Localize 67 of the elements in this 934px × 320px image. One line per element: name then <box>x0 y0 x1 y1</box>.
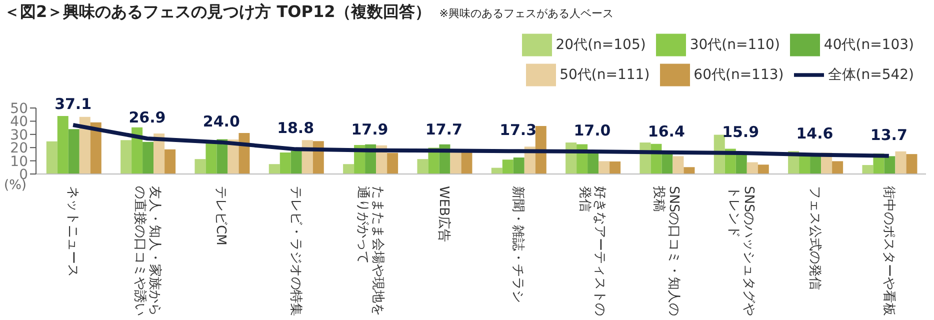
bar <box>387 152 398 174</box>
bar <box>120 140 132 174</box>
bar <box>906 154 918 174</box>
data-label: 26.9 <box>128 108 166 126</box>
x-tick-label: SNSの口コミ・知人の投稿 <box>651 186 682 318</box>
bar <box>79 116 90 174</box>
bar <box>502 160 514 174</box>
bar <box>736 154 747 174</box>
bar <box>132 127 143 174</box>
bar <box>884 156 896 174</box>
bar <box>206 142 217 174</box>
bar <box>684 167 695 174</box>
data-label: 15.9 <box>722 123 760 142</box>
bar <box>450 152 462 174</box>
legend-label: 60代(n=113) <box>694 66 784 83</box>
y-axis-title: (%) <box>4 178 26 193</box>
bar <box>57 116 68 174</box>
y-tick-label: 50 <box>10 100 28 117</box>
bar <box>280 152 291 174</box>
x-tick-label: 街中のポスターや看板 <box>881 186 896 316</box>
bar <box>895 151 906 174</box>
legend-label: 20代(n=105) <box>556 36 646 53</box>
x-tick-label: 好きなアーティストの発信 <box>577 186 608 318</box>
chart-subtitle: ※興味のあるフェスがある人ベース <box>439 7 614 20</box>
bar <box>194 159 206 174</box>
x-tick-label: 友人・知人・家族からの直接の口コミや誘い <box>132 186 162 318</box>
bar <box>164 149 176 174</box>
data-label: 16.4 <box>648 122 685 140</box>
bar <box>343 164 354 174</box>
bar <box>598 161 610 174</box>
data-label: 24.0 <box>202 112 240 130</box>
x-tick-label: テレビ・ラジオの特集 <box>288 186 304 316</box>
bar <box>832 161 844 174</box>
legend-label: 30代(n=110) <box>690 36 780 53</box>
data-label: 13.7 <box>870 126 908 144</box>
bar <box>142 142 154 174</box>
bar <box>746 162 758 174</box>
data-label: 17.0 <box>574 122 611 140</box>
data-label: 18.8 <box>277 119 314 138</box>
bar <box>268 164 280 174</box>
data-label: 17.7 <box>425 120 462 139</box>
x-tick-label: テレビCM <box>214 186 229 246</box>
bar <box>90 122 102 174</box>
bar <box>513 158 524 174</box>
x-tick-label: WEB広告 <box>436 186 452 242</box>
bar <box>417 159 428 174</box>
bar <box>610 161 621 174</box>
data-label: 17.9 <box>351 120 388 138</box>
x-tick-label: たまたま会場や現地を通りがかって <box>354 186 385 318</box>
bar <box>672 156 684 174</box>
x-tick-label: SNSのハッシュタグやトレンド <box>726 186 756 318</box>
x-tick-label: 新聞・雑誌・チラシ <box>510 186 526 303</box>
bar <box>758 164 769 174</box>
chart-title: ＜図2＞興味のあるフェスの見つけ方 TOP12（複数回答） <box>4 2 432 21</box>
bar <box>46 141 58 174</box>
data-label: 37.1 <box>54 95 92 114</box>
legend-label: 50代(n=111) <box>560 66 650 83</box>
x-tick-label: ネットニュース <box>66 186 81 277</box>
legend-label: 40代(n=103) <box>824 36 914 53</box>
bar <box>862 165 874 174</box>
x-tick-label: フェス公式の発信 <box>807 186 822 290</box>
bar <box>290 150 302 174</box>
bar <box>68 129 80 174</box>
legend-label: 全体(n=542) <box>828 66 914 83</box>
data-label: 14.6 <box>796 124 834 143</box>
data-label: 17.3 <box>500 121 537 140</box>
bar <box>535 126 546 174</box>
